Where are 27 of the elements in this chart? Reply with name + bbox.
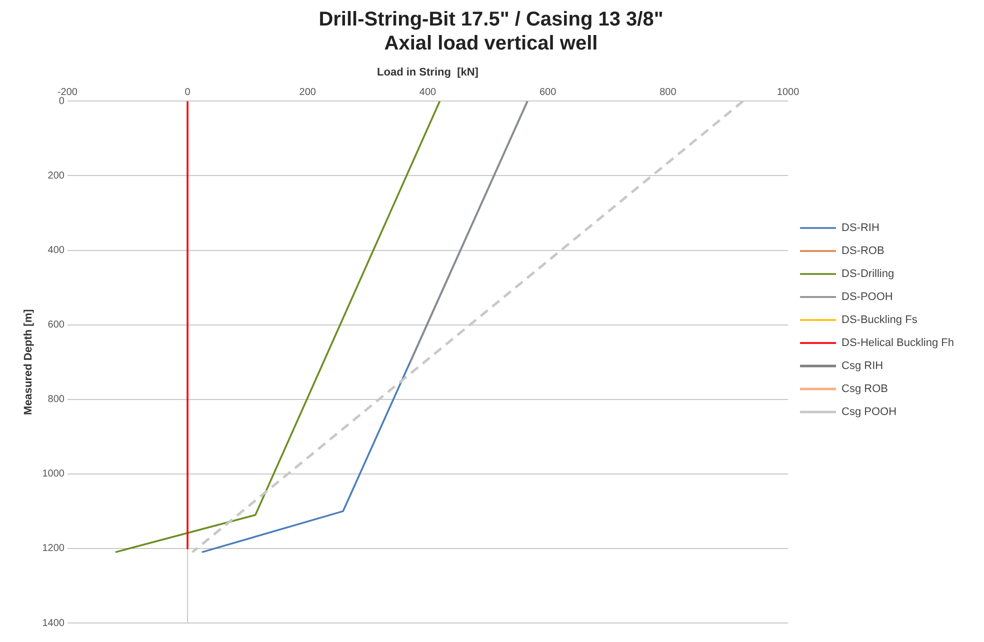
legend-label: DS-Drilling (842, 268, 894, 280)
x-tick-label: 1000 (776, 86, 800, 98)
legend-label: DS-Buckling Fs (842, 314, 918, 326)
legend-label: DS-ROB (842, 245, 884, 258)
legend-label: DS-Helical Buckling Fh (842, 337, 954, 350)
y-tick-label: 200 (48, 170, 65, 182)
y-tick-label: 800 (48, 394, 65, 406)
x-tick-label: -200 (57, 86, 78, 98)
legend-label: Csg ROB (842, 383, 888, 396)
y-tick-label: 1400 (42, 618, 65, 629)
y-tick-label: 1200 (42, 543, 65, 554)
x-tick-label: 0 (184, 86, 191, 98)
y-tick-label: 600 (48, 320, 65, 331)
x-tick-label: 600 (539, 86, 557, 98)
legend-label: DS-POOH (842, 291, 893, 304)
legend-label: Csg RIH (842, 360, 884, 372)
chart-title: Drill-String-Bit 17.5" / Casing 13 3/8" Axial load vertical well (318, 8, 664, 55)
x-tick-label: 400 (419, 86, 437, 98)
y-axis-title: Measured Depth [m] (22, 308, 35, 415)
y-tick-label: 0 (58, 96, 65, 107)
x-tick-label: 200 (299, 86, 316, 98)
legend-label: DS-RIH (842, 222, 880, 234)
x-tick-label: 800 (660, 86, 677, 98)
legend-label: Csg POOH (842, 406, 897, 418)
y-tick-label: 1000 (42, 468, 65, 480)
y-tick-label: 400 (48, 245, 65, 256)
x-axis-title: Load in String [kN] (377, 66, 479, 79)
